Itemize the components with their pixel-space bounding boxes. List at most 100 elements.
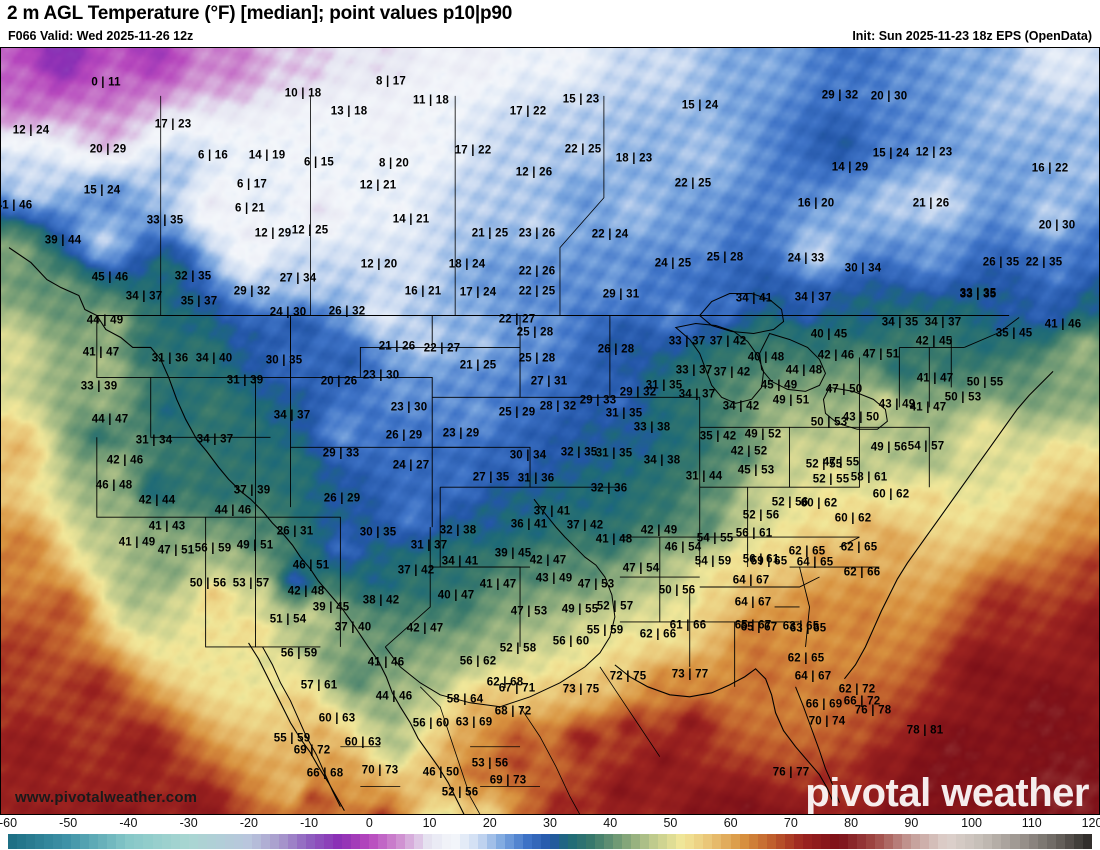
point-value-label: 46 | 48 (95, 479, 133, 492)
point-value-label: 63 | 65 (782, 620, 820, 633)
point-value-label: 51 | 54 (269, 613, 307, 626)
point-value-label: 6 | 17 (237, 178, 267, 191)
point-value-label: 64 | 67 (734, 596, 772, 609)
point-value-label: 52 | 55 (812, 473, 850, 486)
point-value-label: 62 | 72 (838, 683, 876, 696)
point-value-label: 17 | 22 (454, 144, 492, 157)
point-value-label: 66 | 68 (306, 767, 344, 780)
geo-line (699, 293, 785, 334)
geo-line (674, 322, 765, 404)
point-value-label: 52 | 56 (742, 509, 780, 522)
colorbar-swatch (396, 834, 406, 849)
point-value-label: 30 | 34 (844, 262, 882, 275)
geo-line (795, 686, 840, 803)
point-value-label: 56 | 62 (459, 655, 497, 668)
point-value-label: 12 | 23 (915, 146, 953, 159)
point-value-label: 41 | 49 (118, 536, 156, 549)
colorbar-swatch (269, 834, 279, 849)
point-value-label: 55 | 59 (273, 732, 311, 745)
point-value-label: 40 | 45 (810, 328, 848, 341)
point-value-label: 33 | 35 (959, 288, 997, 301)
point-value-label: 49 | 51 (236, 539, 274, 552)
colorbar-tick: 120 (1081, 816, 1100, 830)
temperature-map[interactable]: 0 | 11 10 | 18 8 | 17 11 | 18 17 | 22 15 | 23… (0, 47, 1100, 815)
colorbar-swatch (8, 834, 18, 849)
colorbar-swatch (1010, 834, 1020, 849)
colorbar-swatch (53, 834, 63, 849)
colorbar-swatch (983, 834, 993, 849)
point-value-label: 18 | 24 (448, 258, 486, 271)
point-value-label: 27 | 35 (472, 471, 510, 484)
colorbar-swatch (838, 834, 848, 849)
point-value-label: 12 | 20 (360, 258, 398, 271)
colorbar-tick: 100 (961, 816, 982, 830)
colorbar-tick: 90 (904, 816, 919, 830)
colorbar-swatch (215, 834, 225, 849)
colorbar-swatch (297, 834, 307, 849)
geo-line (429, 527, 521, 647)
colorbar-swatch (956, 834, 966, 849)
colorbar-swatch (441, 834, 451, 849)
point-value-label: 35 | 37 (180, 295, 218, 308)
colorbar-swatch (631, 834, 641, 849)
geo-line (419, 686, 481, 814)
geo-line (822, 386, 888, 430)
colorbar-swatch (1019, 834, 1029, 849)
geo-line (799, 566, 810, 647)
geo-line (559, 95, 605, 316)
colorbar-swatch (947, 834, 957, 849)
temperature-field-canvas (1, 48, 1099, 814)
colorbar-swatch (468, 834, 478, 849)
map-header: 2 m AGL Temperature (°F) [median]; point… (0, 0, 1100, 48)
point-value-label: 64 | 65 (796, 556, 834, 569)
colorbar-swatch (414, 834, 424, 849)
colorbar-swatch (974, 834, 984, 849)
point-value-label: 56 | 59 (280, 647, 318, 660)
point-value-label: 64 | 67 (732, 574, 770, 587)
point-value-label: 40 | 47 (437, 589, 475, 602)
point-value-label: 54 | 55 (696, 532, 734, 545)
init-time-label: Init: Sun 2025-11-23 18z EPS (OpenData) (852, 29, 1092, 43)
point-value-label: 50 | 56 (658, 584, 696, 597)
point-value-label: 53 | 56 (471, 757, 509, 770)
point-value-label: 41 | 46 (367, 656, 405, 669)
colorbar-swatch (1055, 834, 1065, 849)
point-value-label: 56 | 60 (552, 635, 590, 648)
point-value-label: 12 | 26 (515, 166, 553, 179)
point-value-label: 27 | 34 (279, 272, 317, 285)
colorbar-swatch (387, 834, 397, 849)
point-value-label: 29 | 33 (322, 447, 360, 460)
colorbar-swatch (1001, 834, 1011, 849)
colorbar-swatch (333, 834, 343, 849)
point-value-label: 47 | 50 (825, 383, 863, 396)
point-value-label: 65 | 67 (734, 619, 772, 632)
colorbar-swatch (522, 834, 532, 849)
point-value-label: 33 | 38 (633, 421, 671, 434)
colorbar-swatch (242, 834, 252, 849)
point-value-label: 13 | 18 (330, 105, 368, 118)
point-value-label: 32 | 38 (439, 524, 477, 537)
point-value-label: 32 | 36 (590, 482, 628, 495)
point-value-label: 31 | 35 (605, 407, 643, 420)
colorbar-swatch (531, 834, 541, 849)
colorbar-swatch (351, 834, 361, 849)
point-value-label: 31 | 35 (595, 447, 633, 460)
point-value-label: 20 | 26 (320, 375, 358, 388)
point-value-label: 37 | 42 (709, 335, 747, 348)
point-value-label: 44 | 46 (375, 690, 413, 703)
point-value-label: 53 | 57 (232, 577, 270, 590)
point-value-label: 59 | 65 (750, 555, 788, 568)
geo-line (384, 567, 431, 648)
point-value-label: 56 | 61 (742, 553, 780, 566)
geo-line (384, 498, 616, 708)
point-value-label: 61 | 66 (669, 619, 707, 632)
point-value-label: 60 | 63 (344, 736, 382, 749)
point-value-label: 28 | 32 (539, 400, 577, 413)
colorbar-swatch (793, 834, 803, 849)
colorbar-swatch (161, 834, 171, 849)
colorbar-swatch (748, 834, 758, 849)
geo-line (859, 426, 930, 488)
point-value-label: 72 | 75 (609, 670, 647, 683)
colorbar-swatch (549, 834, 559, 849)
colorbar-swatch (423, 834, 433, 849)
